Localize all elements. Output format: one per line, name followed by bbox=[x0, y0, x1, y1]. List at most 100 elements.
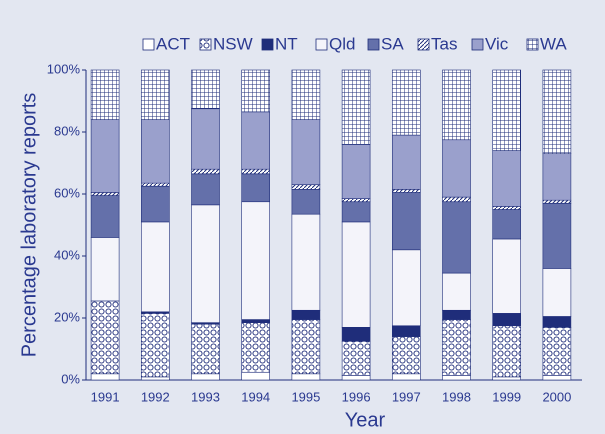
x-tick-label: 1995 bbox=[291, 389, 320, 404]
x-tick-label: 1993 bbox=[191, 389, 220, 404]
bar-segment bbox=[191, 108, 220, 170]
bar-segment bbox=[492, 150, 522, 207]
bar-segment bbox=[391, 192, 421, 251]
bar-segment bbox=[241, 168, 270, 175]
legend-swatch bbox=[261, 38, 274, 51]
bar-segment bbox=[542, 69, 572, 154]
legend-swatch bbox=[417, 38, 430, 51]
legend-label: NT bbox=[275, 34, 298, 53]
y-tick-label: 80% bbox=[54, 123, 80, 138]
bar-segment bbox=[141, 221, 170, 313]
y-axis-title: Percentage laboratory reports bbox=[18, 93, 40, 358]
bar-segment bbox=[341, 201, 371, 223]
bar-segment bbox=[442, 272, 471, 311]
legend-swatch bbox=[526, 38, 539, 51]
bar-segment bbox=[492, 209, 522, 240]
legend-label: NSW bbox=[213, 34, 253, 53]
bar-segment bbox=[241, 201, 270, 320]
bar-segment bbox=[442, 319, 471, 376]
bar-segment bbox=[141, 313, 170, 378]
bar-segment bbox=[391, 373, 421, 381]
x-tick-label: 1994 bbox=[241, 389, 270, 404]
bar-segment bbox=[291, 184, 321, 190]
bar-segment bbox=[191, 323, 220, 375]
bar-segment bbox=[542, 153, 572, 201]
bar-segment bbox=[141, 182, 170, 187]
bar-segment bbox=[191, 173, 220, 206]
x-tick-label: 1992 bbox=[141, 389, 170, 404]
y-tick-label: 40% bbox=[54, 247, 80, 262]
bar-segment bbox=[391, 189, 421, 193]
bar-segment bbox=[241, 173, 270, 203]
bar-segment bbox=[90, 192, 120, 196]
bar-segment bbox=[492, 206, 522, 210]
legend-label: Tas bbox=[431, 34, 457, 53]
x-tick-label: 1996 bbox=[342, 389, 371, 404]
bar-segment bbox=[191, 69, 220, 110]
bar-segment bbox=[492, 313, 522, 327]
bar-segment bbox=[291, 119, 321, 185]
bar-segment bbox=[341, 340, 371, 376]
x-tick-label: 1999 bbox=[492, 389, 521, 404]
bar-segment bbox=[391, 134, 421, 190]
bar-segment bbox=[542, 316, 572, 328]
y-tick-label: 20% bbox=[54, 309, 80, 324]
bar-segment bbox=[191, 373, 220, 381]
bar-segment bbox=[191, 168, 220, 175]
legend-swatch bbox=[367, 38, 380, 51]
bar-segment bbox=[442, 375, 471, 381]
bar-segment bbox=[341, 69, 371, 145]
bar-segment bbox=[291, 189, 321, 215]
bar-segment bbox=[90, 69, 120, 120]
bar-segment bbox=[291, 373, 321, 381]
bar-segment bbox=[291, 309, 321, 320]
bar-segment bbox=[90, 119, 120, 193]
legend-swatch bbox=[471, 38, 484, 51]
bar-segment bbox=[542, 268, 572, 317]
bar-segment bbox=[191, 204, 220, 323]
bar-segment bbox=[341, 198, 371, 203]
bar-segment bbox=[90, 300, 120, 375]
legend-label: ACT bbox=[156, 34, 190, 53]
bar-segment bbox=[391, 336, 421, 375]
legend-label: Qld bbox=[329, 34, 355, 53]
legend-swatch bbox=[199, 38, 212, 51]
y-tick-label: 100% bbox=[47, 61, 81, 76]
x-axis-title: Year bbox=[345, 409, 386, 431]
bar-segment bbox=[442, 201, 471, 274]
bar-segment bbox=[442, 196, 471, 203]
bar-segment bbox=[141, 119, 170, 184]
bar-segment bbox=[492, 325, 522, 378]
bar-segment bbox=[141, 376, 170, 381]
bar-segment bbox=[341, 144, 371, 199]
legend-swatch bbox=[315, 38, 328, 51]
bar-segment bbox=[442, 69, 471, 141]
bar-segment bbox=[492, 69, 522, 151]
legend-label: WA bbox=[540, 34, 567, 53]
legend-label: SA bbox=[381, 34, 404, 53]
bar-segment bbox=[291, 319, 321, 375]
bar-segment bbox=[391, 69, 421, 136]
legend-label: Vic bbox=[485, 34, 509, 53]
y-tick-label: 0% bbox=[61, 371, 80, 386]
x-tick-label: 1991 bbox=[91, 389, 120, 404]
bar-segment bbox=[442, 139, 471, 198]
x-tick-label: 2000 bbox=[542, 389, 571, 404]
bar-segment bbox=[141, 185, 170, 223]
bar-segment bbox=[542, 375, 572, 381]
bar-segment bbox=[90, 195, 120, 238]
bar-segment bbox=[90, 237, 120, 302]
bar-segment bbox=[542, 199, 572, 204]
bar-segment bbox=[391, 249, 421, 327]
bar-segment bbox=[291, 213, 321, 311]
legend-swatch bbox=[142, 38, 155, 51]
bar-segment bbox=[341, 375, 371, 381]
bar-segment bbox=[542, 326, 572, 376]
x-tick-label: 1997 bbox=[392, 389, 421, 404]
bar-segment bbox=[291, 69, 321, 120]
bar-segment bbox=[542, 203, 572, 269]
bar-segment bbox=[241, 69, 270, 113]
bar-segment bbox=[241, 111, 270, 170]
bar-segment bbox=[241, 371, 270, 381]
